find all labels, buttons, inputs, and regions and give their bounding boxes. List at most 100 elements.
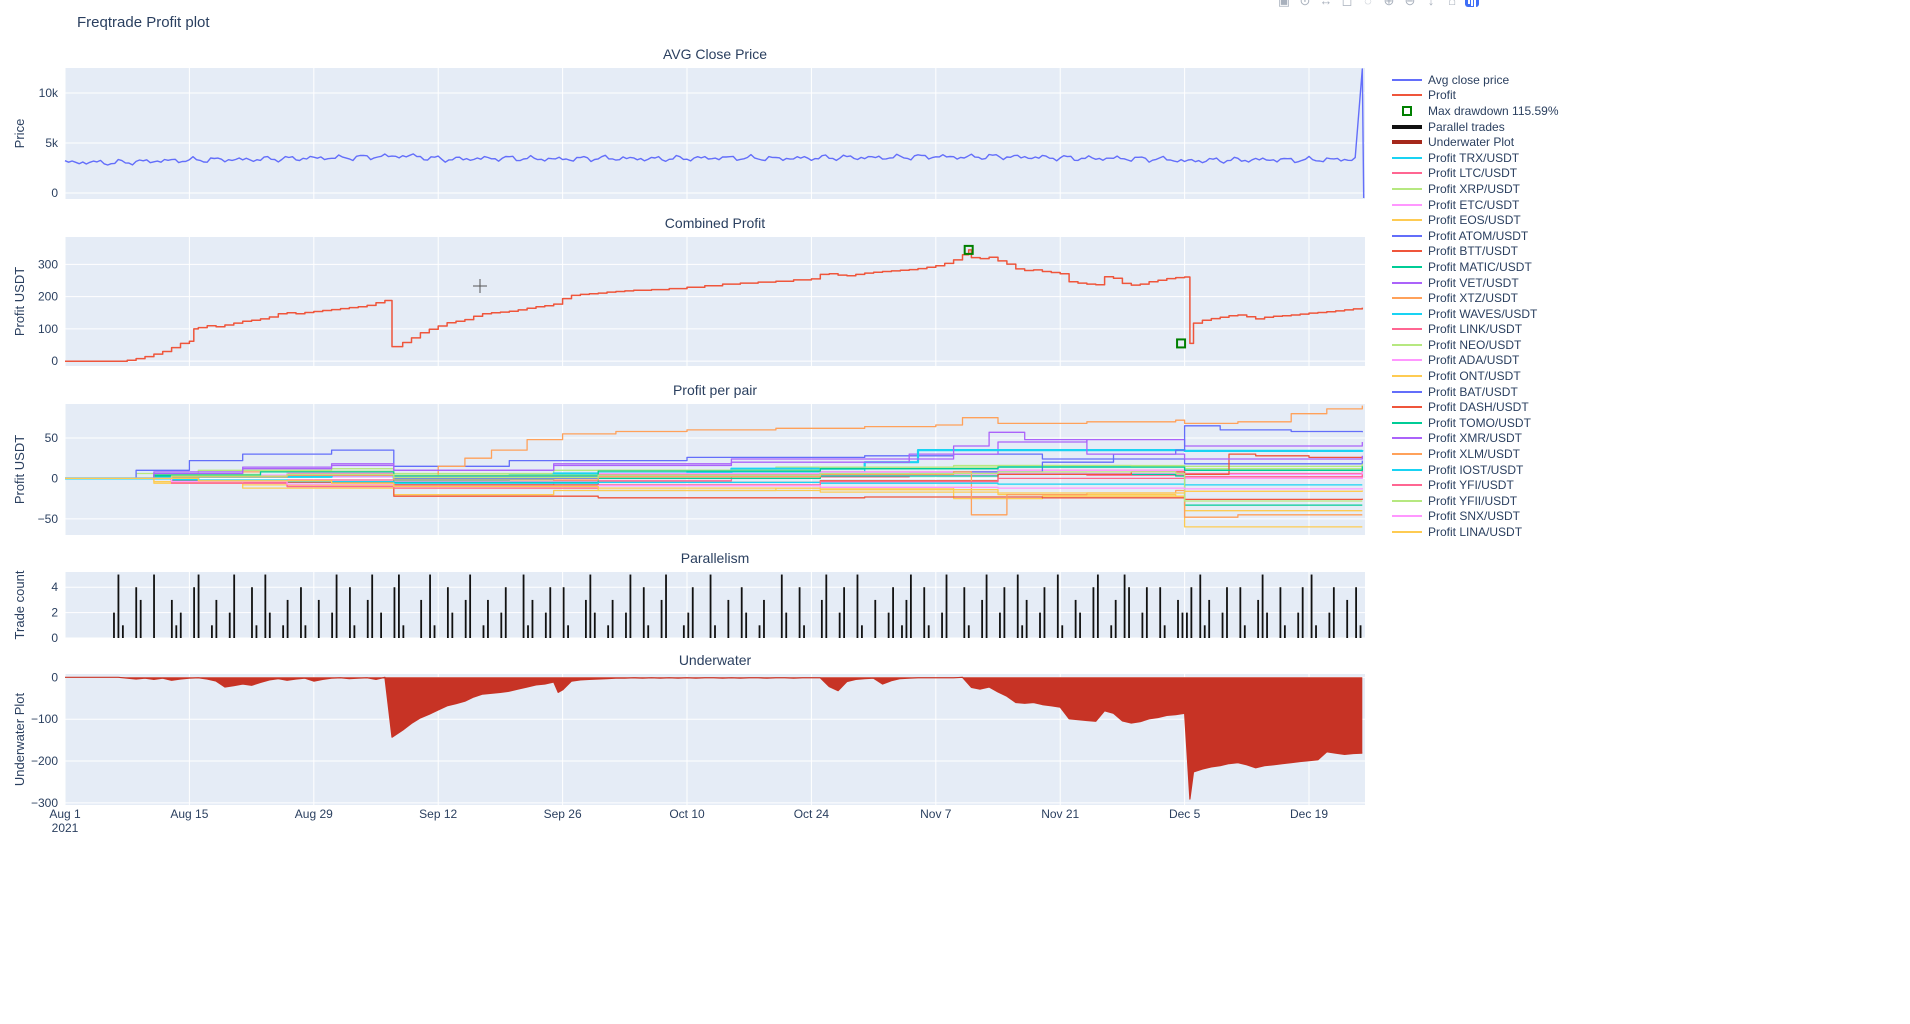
legend-label: Profit BTT/USDT [1428, 244, 1519, 259]
legend-item-profit-etc-usdt[interactable]: Profit ETC/USDT [1392, 197, 1559, 213]
trade-count-bar [1016, 574, 1019, 638]
autoscale-icon[interactable]: ↕ [1427, 0, 1435, 8]
legend-thick-line-icon [1392, 140, 1422, 145]
legend-line-icon [1392, 156, 1422, 159]
legend-item-avg-close-price[interactable]: Avg close price [1392, 72, 1559, 88]
lasso-select-icon[interactable]: ◌ [1364, 0, 1372, 8]
zoom-out-icon[interactable]: ⊖ [1404, 0, 1416, 8]
legend-item-profit-lina-usdt[interactable]: Profit LINA/USDT [1392, 524, 1559, 540]
legend-item-profit-trx-usdt[interactable]: Profit TRX/USDT [1392, 150, 1559, 166]
legend-item-underwater-plot[interactable]: Underwater Plot [1392, 134, 1559, 150]
trade-count-bar [1283, 625, 1286, 638]
legend-item-profit-bat-usdt[interactable]: Profit BAT/USDT [1392, 384, 1559, 400]
x-tick-label: Nov 21 [1041, 807, 1079, 821]
trade-count-bar [153, 574, 155, 638]
legend-item-profit-link-usdt[interactable]: Profit LINK/USDT [1392, 322, 1559, 338]
legend-swatch [1392, 359, 1422, 362]
trade-count-bar [1266, 612, 1268, 638]
trade-count-bar [1177, 599, 1179, 638]
trade-count-bar [758, 625, 761, 638]
legend-swatch [1392, 468, 1422, 471]
trade-count-bar [193, 587, 196, 638]
legend-item-profit-neo-usdt[interactable]: Profit NEO/USDT [1392, 337, 1559, 353]
trade-count-bar [909, 574, 912, 638]
trade-count-bar [901, 625, 903, 638]
legend-line-icon [1392, 343, 1422, 346]
legend-item-profit-xtz-usdt[interactable]: Profit XTZ/USDT [1392, 290, 1559, 306]
plot-area[interactable] [65, 237, 1365, 366]
series-underwater-plot [65, 676, 1363, 800]
trade-count-bar [233, 574, 236, 638]
legend-label: Profit YFII/USDT [1428, 493, 1518, 508]
legend-item-profit-eos-usdt[interactable]: Profit EOS/USDT [1392, 212, 1559, 228]
legend-label: Profit EOS/USDT [1428, 213, 1521, 228]
legend-item-profit-dash-usdt[interactable]: Profit DASH/USDT [1392, 399, 1559, 415]
pan-icon[interactable]: ↔ [1319, 0, 1333, 8]
zoom-in-icon[interactable]: ⊕ [1383, 0, 1395, 8]
trade-count-bar [1145, 587, 1148, 638]
x-tick-label: Dec 19 [1290, 807, 1328, 821]
plotly-logo-icon[interactable] [1465, 0, 1479, 7]
legend-line-icon [1392, 219, 1422, 222]
subplot-title: Parallelism [681, 550, 749, 566]
legend-item-profit-matic-usdt[interactable]: Profit MATIC/USDT [1392, 259, 1559, 275]
legend-line-icon [1392, 437, 1422, 440]
trade-count-bar [420, 599, 423, 638]
legend-item-profit-yfii-usdt[interactable]: Profit YFII/USDT [1392, 493, 1559, 509]
legend-item-profit-ltc-usdt[interactable]: Profit LTC/USDT [1392, 166, 1559, 182]
legend-line-icon [1392, 484, 1422, 487]
series-profit-snx-usdt [65, 477, 1363, 490]
trade-count-bar [1141, 612, 1144, 638]
subplot-profit-per-pair: Profit per pair −50 0 50 Profit USDT [12, 382, 1365, 535]
x-tick-label: Sep 26 [544, 807, 582, 821]
trade-count-bar [923, 587, 926, 638]
legend-item-profit-iost-usdt[interactable]: Profit IOST/USDT [1392, 462, 1559, 478]
trade-count-bar [211, 625, 213, 638]
legend-swatch [1392, 94, 1422, 97]
trade-count-bar [1096, 574, 1099, 638]
legend-item-profit-ont-usdt[interactable]: Profit ONT/USDT [1392, 368, 1559, 384]
trade-count-bar [665, 574, 667, 638]
trade-count-bar [353, 625, 356, 638]
trade-count-bar [1128, 587, 1130, 638]
legend-swatch [1392, 281, 1422, 284]
trade-count-bar [255, 625, 258, 638]
legend-item-profit-yfi-usdt[interactable]: Profit YFI/USDT [1392, 477, 1559, 493]
plot-area[interactable] [65, 404, 1365, 535]
trade-count-bar [113, 612, 115, 638]
trade-count-bar [1315, 625, 1317, 638]
legend-swatch [1392, 250, 1422, 253]
plot-area[interactable] [65, 68, 1365, 199]
trade-count-bar [584, 599, 587, 638]
legend-swatch [1392, 406, 1422, 409]
legend-item-parallel-trades[interactable]: Parallel trades [1392, 119, 1559, 135]
legend-item-profit-xlm-usdt[interactable]: Profit XLM/USDT [1392, 446, 1559, 462]
legend-item-profit-ada-usdt[interactable]: Profit ADA/USDT [1392, 353, 1559, 369]
trade-count-bar [286, 599, 289, 638]
legend-item-profit-vet-usdt[interactable]: Profit VET/USDT [1392, 275, 1559, 291]
legend-item-profit-waves-usdt[interactable]: Profit WAVES/USDT [1392, 306, 1559, 322]
legend-label: Profit ETC/USDT [1428, 197, 1520, 212]
legend-item-profit-atom-usdt[interactable]: Profit ATOM/USDT [1392, 228, 1559, 244]
reset-axes-icon[interactable]: ⌂ [1448, 0, 1456, 8]
legend-item-max-drawdown-115-59[interactable]: Max drawdown 115.59% [1392, 103, 1559, 119]
trade-count-bar [798, 587, 801, 638]
box-select-icon[interactable]: ◻ [1341, 0, 1353, 8]
y-tick-label: −300 [31, 796, 58, 810]
zoom-icon[interactable]: ⊙ [1299, 0, 1311, 8]
legend-item-profit-xrp-usdt[interactable]: Profit XRP/USDT [1392, 181, 1559, 197]
trade-count-bar [393, 587, 396, 638]
legend-label: Profit ONT/USDT [1428, 369, 1521, 384]
legend-item-profit-tomo-usdt[interactable]: Profit TOMO/USDT [1392, 415, 1559, 431]
camera-icon[interactable]: ▣ [1277, 0, 1291, 8]
x-tick-label: Aug 1 [49, 807, 81, 821]
legend-item-profit[interactable]: Profit [1392, 88, 1559, 104]
legend-swatch [1392, 105, 1422, 116]
max-drawdown-marker [963, 244, 974, 255]
legend-item-profit-snx-usdt[interactable]: Profit SNX/USDT [1392, 509, 1559, 525]
legend-line-icon [1392, 78, 1422, 81]
legend-item-profit-btt-usdt[interactable]: Profit BTT/USDT [1392, 244, 1559, 260]
legend-item-profit-xmr-usdt[interactable]: Profit XMR/USDT [1392, 431, 1559, 447]
trade-count-bar [268, 612, 271, 638]
